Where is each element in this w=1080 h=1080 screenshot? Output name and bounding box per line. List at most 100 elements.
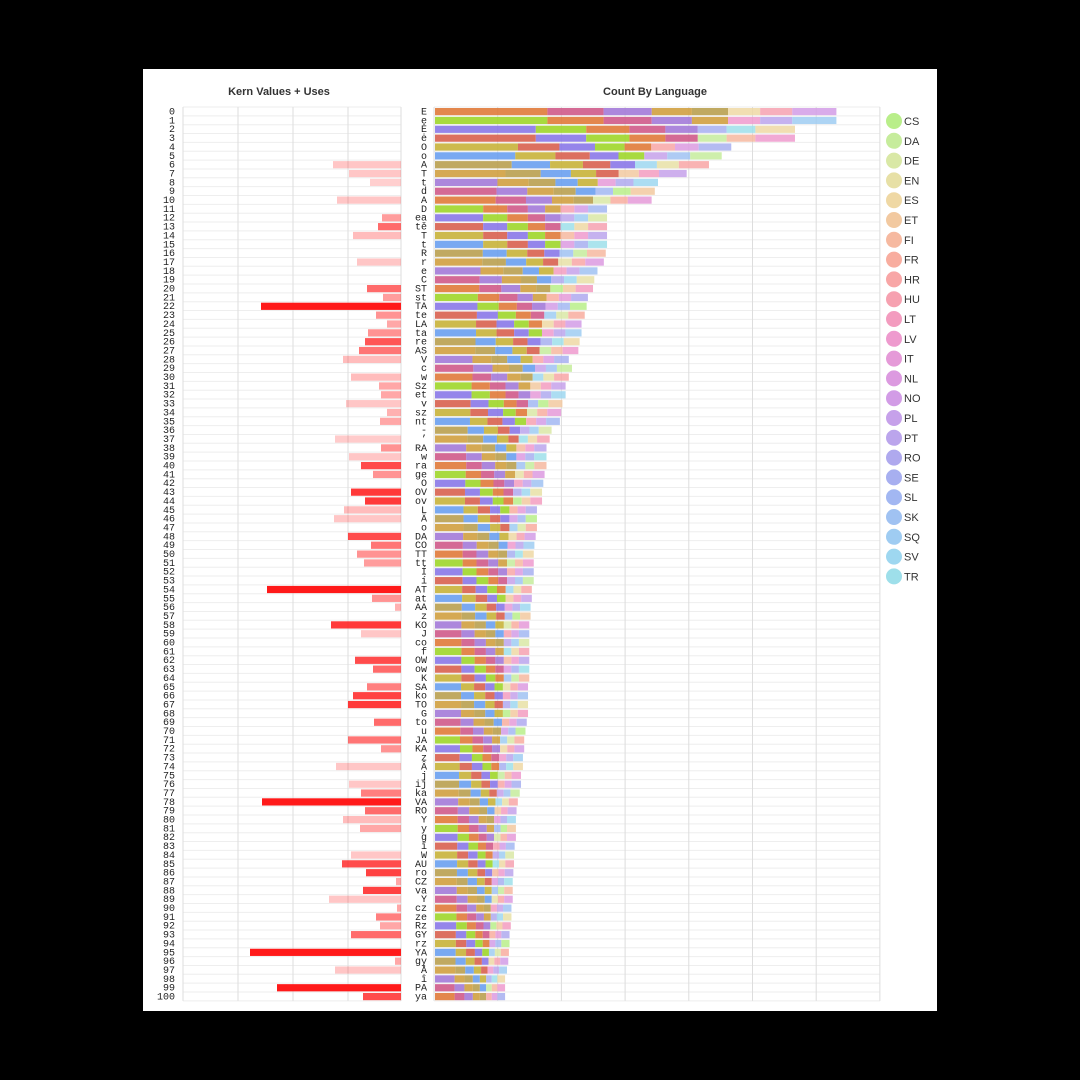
language-bar-segment xyxy=(530,311,545,319)
language-bar-segment xyxy=(517,143,560,151)
kern-bar xyxy=(333,161,401,169)
language-bar-segment xyxy=(435,223,484,231)
kern-bar xyxy=(335,435,401,443)
row-number-label: 29 xyxy=(163,364,175,375)
language-bar-segment xyxy=(487,594,497,602)
language-bar-segment xyxy=(555,178,578,186)
row-number-label: 32 xyxy=(163,391,175,402)
language-bar-segment xyxy=(500,816,508,824)
language-bar-segment xyxy=(497,780,505,788)
language-bar-segment xyxy=(556,364,572,372)
language-bar-segment xyxy=(491,754,500,762)
language-bar-segment xyxy=(544,249,560,257)
language-bar-segment xyxy=(565,329,582,337)
language-bar-segment xyxy=(465,479,481,487)
language-bar-segment xyxy=(499,966,507,974)
language-bar-segment xyxy=(435,948,456,956)
language-bar-segment xyxy=(456,877,468,886)
kern-bar xyxy=(396,877,401,886)
language-bar-segment xyxy=(435,585,463,594)
language-bar-segment xyxy=(483,736,493,744)
language-bar-segment xyxy=(638,169,659,178)
language-bar-segment xyxy=(726,134,756,142)
language-bar-segment xyxy=(553,187,576,195)
row-number-label: 88 xyxy=(163,886,175,897)
language-bar-segment xyxy=(527,249,545,257)
language-bar-segment xyxy=(627,196,652,204)
row-number-label: 76 xyxy=(163,780,175,791)
language-bar-segment xyxy=(471,391,490,399)
language-bar-segment xyxy=(462,585,476,594)
language-bar-segment xyxy=(543,355,555,363)
kern-pair-label: VA xyxy=(415,798,427,809)
row-number-label: 6 xyxy=(169,161,175,172)
language-bar-segment xyxy=(532,470,545,479)
language-bar-segment xyxy=(503,400,517,408)
language-bar-segment xyxy=(589,152,619,160)
row-number-label: 79 xyxy=(163,807,175,818)
language-bar-segment xyxy=(494,700,503,709)
kern-pair-label: ra xyxy=(415,462,427,473)
language-bar-segment xyxy=(435,479,466,487)
kern-bar xyxy=(380,417,401,425)
language-bar-segment xyxy=(483,240,508,248)
language-bar-segment xyxy=(527,435,538,443)
kern-pair-label: AU xyxy=(415,860,427,871)
kern-pair-label: e xyxy=(421,267,427,278)
language-bar-segment xyxy=(483,205,508,213)
language-bar-segment xyxy=(595,187,614,195)
language-bar-segment xyxy=(472,975,480,983)
language-bar-segment xyxy=(435,408,471,417)
language-bar-segment xyxy=(553,267,567,275)
row-number-label: 74 xyxy=(163,762,175,773)
language-bar-segment xyxy=(466,939,476,948)
language-bar-segment xyxy=(491,877,498,886)
language-bar-segment xyxy=(610,196,628,204)
kern-pair-label: ij xyxy=(415,779,427,791)
language-bar-segment xyxy=(435,515,464,523)
kern-pair-label: Y xyxy=(421,895,427,906)
legend-label-en: EN xyxy=(904,175,919,187)
row-number-label: 3 xyxy=(169,134,175,145)
legend-label-sq: SQ xyxy=(904,532,920,544)
kern-pair-label: Rz xyxy=(415,922,427,933)
language-bar-segment xyxy=(508,532,517,540)
row-number-label: 26 xyxy=(163,338,175,349)
row-number-label: 42 xyxy=(163,479,175,490)
language-bar-segment xyxy=(531,479,544,487)
language-bar-segment xyxy=(509,426,521,434)
language-bar-segment xyxy=(588,214,608,222)
language-bar-segment xyxy=(495,798,503,806)
language-bar-segment xyxy=(690,152,722,160)
language-bar-segment xyxy=(507,577,515,585)
language-bar-segment xyxy=(518,435,528,443)
language-bar-segment xyxy=(665,125,698,133)
row-number-label: 66 xyxy=(163,692,175,703)
row-number-label: 99 xyxy=(163,984,175,995)
row-number-label: 14 xyxy=(163,231,175,242)
kern-bar xyxy=(395,603,401,611)
kern-pair-label: sz xyxy=(415,408,427,419)
language-bar-segment xyxy=(479,488,493,496)
language-bar-segment xyxy=(505,851,515,859)
language-bar-segment xyxy=(455,957,466,965)
language-bar-segment xyxy=(508,435,519,443)
language-bar-segment xyxy=(469,798,480,806)
language-bar-segment xyxy=(554,373,569,381)
language-bar-segment xyxy=(498,302,517,310)
kern-bar xyxy=(349,780,401,788)
language-bar-segment xyxy=(435,205,484,213)
legend-swatch-da xyxy=(886,132,902,149)
language-bar-segment xyxy=(497,771,505,779)
language-bar-segment xyxy=(470,400,489,408)
language-bar-segment xyxy=(490,523,501,532)
language-bar-segment xyxy=(491,762,500,771)
language-bar-segment xyxy=(476,568,489,576)
language-bar-segment xyxy=(560,214,575,222)
language-bar-segment xyxy=(517,683,529,691)
kern-bar xyxy=(334,515,401,523)
language-bar-segment xyxy=(554,355,569,363)
language-bar-segment xyxy=(586,125,630,133)
language-bar-segment xyxy=(435,462,467,470)
language-bar-segment xyxy=(577,178,598,186)
